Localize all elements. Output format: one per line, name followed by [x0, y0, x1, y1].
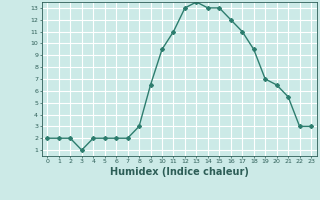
X-axis label: Humidex (Indice chaleur): Humidex (Indice chaleur)	[110, 167, 249, 177]
